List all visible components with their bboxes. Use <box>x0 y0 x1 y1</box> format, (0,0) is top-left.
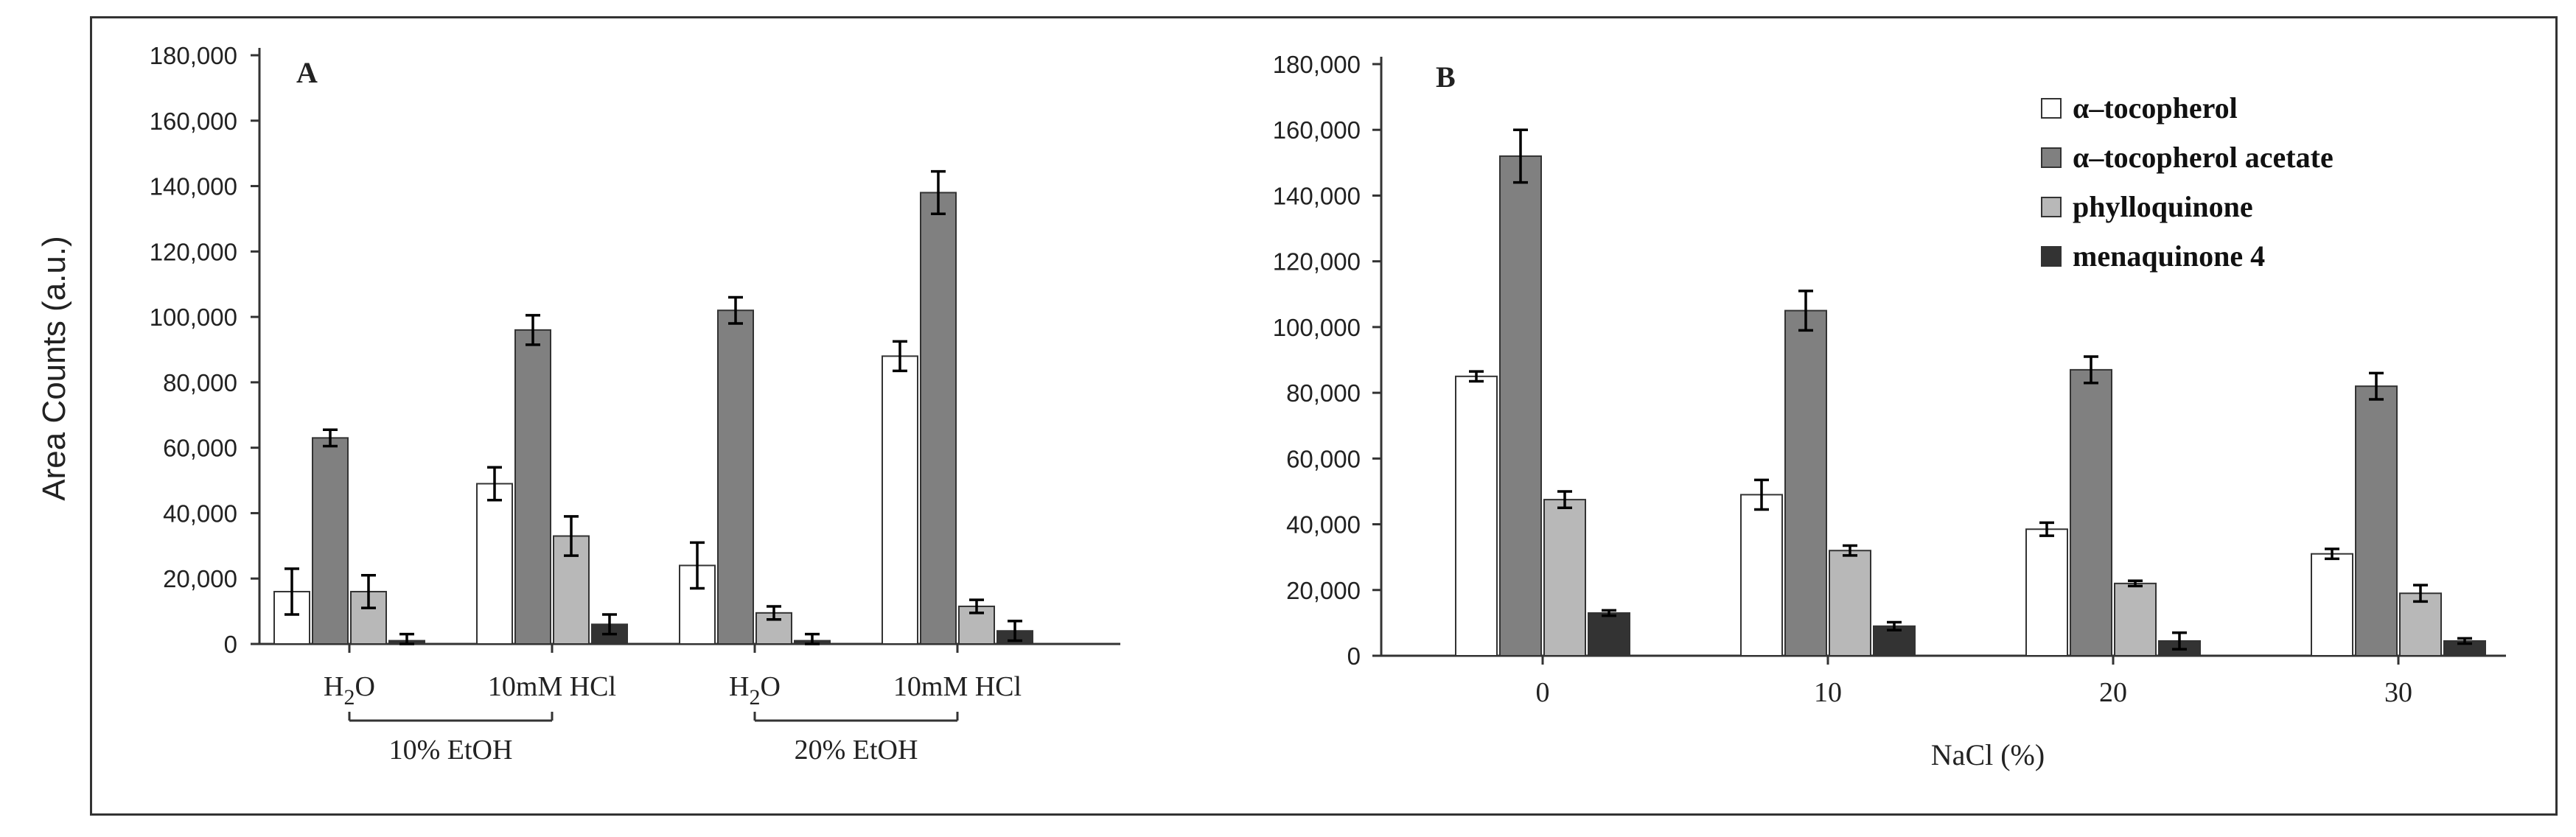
x-tick-label: 10mM HCl <box>893 671 1022 702</box>
bar <box>2114 582 2157 656</box>
bar <box>1588 612 1630 656</box>
panel-a: 0 20,000 40,000 60,000 80,000 100,000 120,000 1… <box>150 42 1120 766</box>
panel-label: A <box>296 56 318 89</box>
bar <box>1455 375 1498 656</box>
legend-label: phylloquinone <box>2073 190 2253 223</box>
y-tick-label: 140,000 <box>1273 182 1361 209</box>
bar <box>1543 499 1586 656</box>
figure-frame <box>90 16 2558 816</box>
y-tick-label: 140,000 <box>150 173 237 200</box>
group-label: 20% EtOH <box>795 735 918 766</box>
bar <box>2025 528 2068 656</box>
legend-label: α–tocopherol acetate <box>2073 141 2334 174</box>
y-tick-label: 180,000 <box>1273 51 1361 78</box>
bar <box>920 192 957 645</box>
x-tick-label: 30 <box>2384 677 2412 708</box>
x-tick-label: 10 <box>1814 677 1842 708</box>
bar <box>1829 550 1871 656</box>
bar <box>882 355 918 645</box>
x-tick-label-part: H <box>324 671 343 702</box>
y-tick-label: 40,000 <box>1286 511 1361 539</box>
y-tick-label: 160,000 <box>1273 116 1361 144</box>
bar <box>2070 368 2112 656</box>
legend-swatch <box>2041 246 2062 267</box>
x-tick-label-part: H <box>729 671 749 702</box>
y-tick-label: 80,000 <box>163 369 237 396</box>
legend-swatch <box>2041 197 2062 217</box>
bar <box>717 309 754 645</box>
y-tick-label: 80,000 <box>1286 379 1361 407</box>
y-tick-label: 60,000 <box>163 435 237 462</box>
y-tick-label: 60,000 <box>1286 445 1361 472</box>
x-tick-label-part: O <box>761 671 781 702</box>
y-tick-label: 20,000 <box>163 565 237 592</box>
panel-b: 0 20,000 40,000 60,000 80,000 100,000 120,000 1… <box>1273 51 2506 771</box>
y-tick-label: 20,000 <box>1286 577 1361 604</box>
panel-label: B <box>1436 60 1456 94</box>
y-tick-label: 180,000 <box>150 42 237 69</box>
x-tick-label-subscript: 2 <box>750 685 761 710</box>
bar <box>514 329 551 645</box>
y-tick-label: 100,000 <box>150 304 237 331</box>
x-tick-label: H2O <box>324 671 375 710</box>
x-tick-label: H2O <box>729 671 781 710</box>
legend-swatch <box>2041 147 2062 168</box>
y-tick-label: 0 <box>224 631 237 658</box>
x-axis-label: NaCl (%) <box>1931 738 2045 771</box>
bar <box>312 437 349 645</box>
bar <box>476 483 513 645</box>
x-tick-label-subscript: 2 <box>344 685 355 710</box>
bar <box>1784 309 1827 656</box>
bar <box>2355 385 2398 656</box>
x-tick-label: 20 <box>2099 677 2127 708</box>
bar <box>1740 494 1783 657</box>
y-tick-label: 40,000 <box>163 500 237 527</box>
legend-label: α–tocopherol <box>2073 91 2238 125</box>
bar <box>1499 155 1542 656</box>
y-tick-label: 120,000 <box>150 238 237 265</box>
y-tick-label: 120,000 <box>1273 248 1361 276</box>
bar <box>2311 553 2353 657</box>
bar <box>2399 592 2442 656</box>
x-tick-label-part: O <box>355 671 375 702</box>
group-label: 10% EtOH <box>389 735 513 766</box>
x-tick-label: 0 <box>1536 677 1550 708</box>
y-tick-label: 160,000 <box>150 108 237 135</box>
legend-label: menaquinone 4 <box>2073 239 2265 273</box>
y-tick-label: 100,000 <box>1273 314 1361 341</box>
legend-swatch <box>2041 98 2062 119</box>
y-tick-label: 0 <box>1347 642 1361 670</box>
x-tick-label: 10mM HCl <box>488 671 616 702</box>
